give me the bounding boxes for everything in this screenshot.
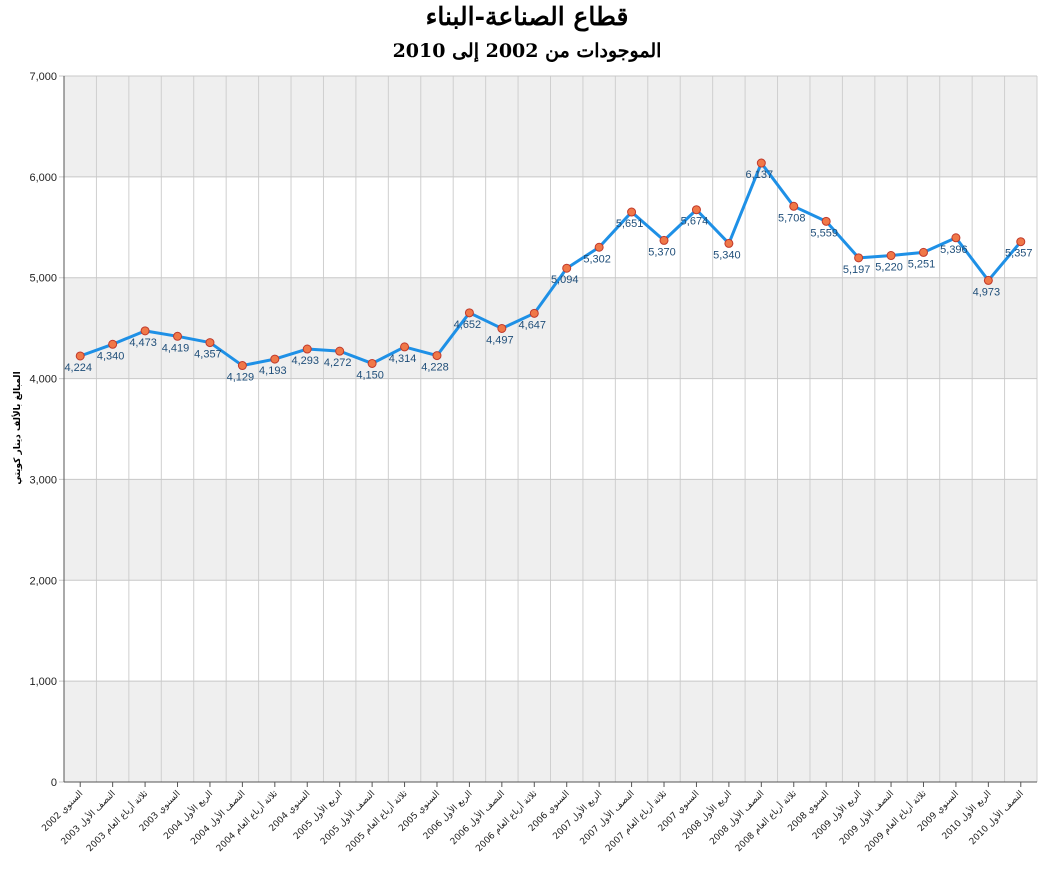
- data-point: [918, 247, 928, 257]
- x-tick-label: ثلاثة أرباع العام 2007: [603, 787, 670, 854]
- data-label: 5,220: [875, 262, 903, 274]
- x-tick-label: النصف الأول 2004: [188, 788, 248, 848]
- y-tick-label: 0: [51, 777, 57, 789]
- data-point: [983, 275, 993, 285]
- y-tick-label: 4,000: [29, 374, 57, 386]
- data-point: [594, 242, 604, 252]
- data-label: 4,473: [129, 337, 157, 349]
- data-point: [400, 342, 410, 352]
- x-tick-label: ثلاثة أرباع العام 2009: [862, 787, 929, 854]
- y-tick-label: 1,000: [29, 676, 57, 688]
- data-label: 6,137: [746, 169, 774, 181]
- y-tick-label: 7,000: [29, 71, 57, 83]
- data-label: 4,129: [227, 372, 255, 384]
- vertical-gridlines: [63, 76, 1038, 782]
- x-tick-label: النصف الأول 2008: [707, 788, 767, 848]
- data-label: 4,497: [486, 334, 514, 346]
- chart-title: قطاع الصناعة-البناء: [425, 2, 629, 31]
- y-tick-label: 3,000: [29, 474, 57, 486]
- data-label: 5,559: [810, 227, 838, 239]
- x-tick-label: ثلاثة أرباع العام 2005: [343, 787, 410, 854]
- data-label: 4,228: [421, 362, 449, 374]
- y-tick-label: 6,000: [29, 172, 57, 184]
- data-point: [140, 326, 150, 336]
- data-label: 5,302: [583, 253, 611, 265]
- series-markers: [75, 158, 1026, 371]
- data-point: [562, 263, 572, 273]
- data-label: 5,357: [1005, 248, 1033, 260]
- data-point: [659, 235, 669, 245]
- data-label: 5,197: [843, 264, 871, 276]
- series-line: [79, 161, 1022, 368]
- x-tick-label: النصف الأول 2010: [966, 788, 1026, 848]
- data-point: [951, 233, 961, 243]
- data-point: [691, 205, 701, 215]
- data-point: [205, 338, 215, 348]
- data-label: 4,357: [194, 349, 222, 361]
- data-label: 5,251: [908, 258, 936, 270]
- data-label: 5,674: [681, 216, 709, 228]
- data-point: [432, 351, 442, 361]
- data-point: [237, 361, 247, 371]
- data-label: 4,224: [64, 362, 92, 374]
- data-point: [1016, 237, 1026, 247]
- data-point: [335, 346, 345, 356]
- series-line: [79, 161, 1022, 368]
- chart-subtitle: الموجودات من 2002 إلى 2010: [392, 40, 662, 62]
- data-point: [724, 238, 734, 248]
- data-point: [173, 331, 183, 341]
- x-tick-label: ثلاثة أرباع العام 2004: [213, 787, 280, 854]
- x-tick-label: ثلاثة أرباع العام 2003: [84, 787, 151, 854]
- data-point: [270, 354, 280, 364]
- data-label: 4,419: [162, 342, 190, 354]
- data-point: [529, 308, 539, 318]
- data-point: [886, 251, 896, 261]
- data-label: 5,370: [648, 246, 676, 258]
- x-tick-label: النصف الأول 2007: [577, 788, 637, 848]
- data-label: 4,973: [973, 286, 1001, 298]
- x-tick-label: النصف الأول 2006: [447, 788, 507, 848]
- data-point: [464, 308, 474, 318]
- data-label: 5,396: [940, 244, 968, 256]
- x-tick-label: ثلاثة أرباع العام 2008: [732, 787, 799, 854]
- data-label: 4,340: [97, 350, 125, 362]
- data-point: [854, 253, 864, 263]
- data-label: 5,651: [616, 218, 644, 230]
- data-point: [497, 323, 507, 333]
- y-axis-label: المبالغ بالألف دينار كويتي: [11, 371, 23, 484]
- data-label: 4,272: [324, 357, 352, 369]
- y-tick-label: 2,000: [29, 575, 57, 587]
- data-point: [75, 351, 85, 361]
- data-point: [367, 358, 377, 368]
- data-point: [108, 339, 118, 349]
- x-tick-label: النصف الأول 2009: [837, 788, 897, 848]
- data-point: [627, 207, 637, 217]
- data-point: [821, 216, 831, 226]
- x-tick-label: ثلاثة أرباع العام 2006: [473, 787, 540, 854]
- data-point: [302, 344, 312, 354]
- data-label: 4,150: [356, 369, 384, 381]
- y-tick-label: 5,000: [29, 273, 57, 285]
- data-label: 4,652: [454, 319, 482, 331]
- data-label: 5,094: [551, 274, 579, 286]
- y-tick-labels: 0 1,000 2,000 3,000 4,000 5,000 6,000 7,000: [29, 71, 57, 789]
- x-tick-label: النصف الأول 2005: [318, 788, 378, 848]
- data-label: 4,647: [519, 319, 547, 331]
- data-point: [756, 158, 766, 168]
- data-label: 4,314: [389, 353, 417, 365]
- data-label: 4,193: [259, 365, 287, 377]
- data-label: 4,293: [291, 355, 319, 367]
- data-point: [789, 201, 799, 211]
- data-label: 5,340: [713, 249, 741, 261]
- data-label: 5,708: [778, 212, 806, 224]
- x-tick-label: النصف الأول 2003: [58, 788, 118, 848]
- axes: [63, 76, 1037, 787]
- horizontal-gridlines: [59, 75, 1037, 783]
- data-labels: 4,224 4,340 4,473 4,419 4,357 4,129 4,193 4,293…: [64, 169, 1032, 384]
